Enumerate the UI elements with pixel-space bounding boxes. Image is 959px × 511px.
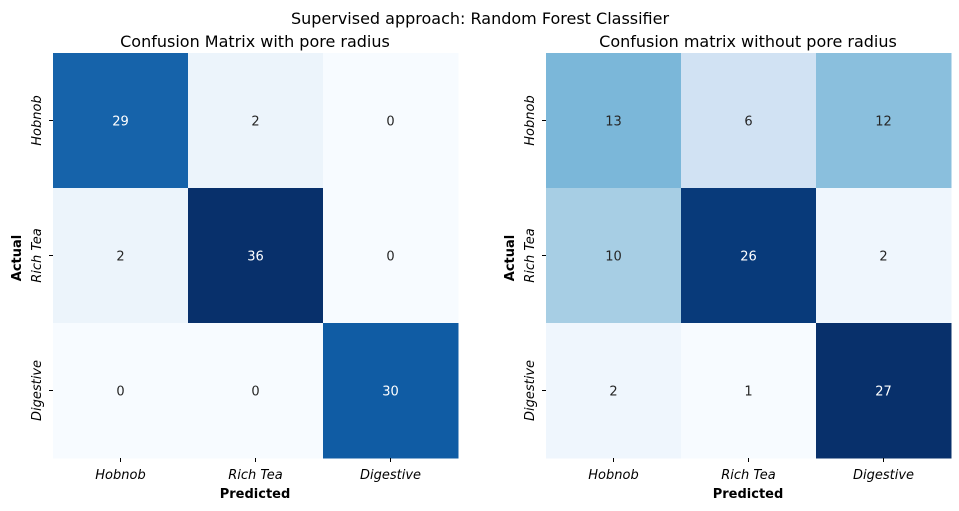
heatmap-cell xyxy=(681,188,817,324)
y-tick-label: Rich Tea xyxy=(523,228,538,282)
heatmap-cell xyxy=(546,188,682,324)
x-axis-label: Predicted xyxy=(220,487,291,502)
heatmap-cell xyxy=(53,53,189,189)
heatmap-cell xyxy=(188,188,324,324)
cell-value-label: 0 xyxy=(116,385,124,400)
x-axis-ticks: Hobnob Rich Tea Digestive xyxy=(588,458,914,483)
cell-value-label: 6 xyxy=(744,115,752,130)
y-tick-label: Hobnob xyxy=(523,95,538,145)
cell-value-label: 10 xyxy=(605,250,622,265)
cell-value-label: 0 xyxy=(386,115,394,130)
x-tick-label: Digestive xyxy=(360,468,421,483)
x-axis-label: Predicted xyxy=(713,487,784,502)
cell-value-label: 2 xyxy=(116,250,124,265)
heatmap-cells: 29 2 0 2 36 0 0 0 30 xyxy=(53,53,459,459)
x-tick-label: Hobnob xyxy=(588,468,638,483)
cell-value-label: 27 xyxy=(875,385,892,400)
heatmap-cell xyxy=(816,323,952,459)
heatmap-cell xyxy=(816,188,952,324)
y-tick-label: Digestive xyxy=(523,360,538,421)
cell-value-label: 0 xyxy=(251,385,259,400)
cell-value-label: 2 xyxy=(609,385,617,400)
x-tick-label: Rich Tea xyxy=(721,468,775,483)
heatmap-cell xyxy=(323,188,459,324)
cell-value-label: 36 xyxy=(247,250,264,265)
panel-title: Confusion matrix without pore radius xyxy=(599,32,897,51)
heatmap-cell xyxy=(53,188,189,324)
cell-value-label: 26 xyxy=(740,250,757,265)
x-tick-label: Rich Tea xyxy=(228,468,282,483)
cell-value-label: 2 xyxy=(879,250,887,265)
heatmap-cell xyxy=(188,53,324,189)
cell-value-label: 2 xyxy=(251,115,259,130)
cell-value-label: 13 xyxy=(605,115,622,130)
cell-value-label: 29 xyxy=(112,115,129,130)
heatmap-panel-without-pore-radius: Confusion matrix without pore radius 13 6… xyxy=(503,32,952,502)
heatmap-cell xyxy=(681,323,817,459)
cell-value-label: 12 xyxy=(875,115,892,130)
y-axis-label: Actual xyxy=(10,235,25,281)
cell-value-label: 30 xyxy=(382,385,399,400)
y-axis-ticks: Hobnob Rich Tea Digestive xyxy=(523,95,546,421)
y-tick-label: Rich Tea xyxy=(30,228,45,282)
x-tick-label: Hobnob xyxy=(95,468,145,483)
heatmap-cell xyxy=(546,323,682,459)
heatmap-cells: 13 6 12 10 26 2 2 1 27 xyxy=(546,53,952,459)
x-tick-label: Digestive xyxy=(853,468,914,483)
heatmap-panel-with-pore-radius: Confusion Matrix with pore radius 29 2 0 2 3… xyxy=(10,32,459,502)
y-axis-ticks: Hobnob Rich Tea Digestive xyxy=(30,95,53,421)
y-tick-label: Digestive xyxy=(30,360,45,421)
x-axis-ticks: Hobnob Rich Tea Digestive xyxy=(95,458,421,483)
panel-title: Confusion Matrix with pore radius xyxy=(120,32,390,51)
cell-value-label: 1 xyxy=(744,385,752,400)
heatmap-cell xyxy=(53,323,189,459)
cell-value-label: 0 xyxy=(386,250,394,265)
heatmap-cell xyxy=(546,53,682,189)
heatmap-cell xyxy=(188,323,324,459)
heatmap-cell xyxy=(323,323,459,459)
y-tick-label: Hobnob xyxy=(30,95,45,145)
figure-suptitle: Supervised approach: Random Forest Class… xyxy=(291,9,670,28)
heatmap-cell xyxy=(323,53,459,189)
heatmap-cell xyxy=(681,53,817,189)
y-axis-label: Actual xyxy=(503,235,518,281)
heatmap-cell xyxy=(816,53,952,189)
